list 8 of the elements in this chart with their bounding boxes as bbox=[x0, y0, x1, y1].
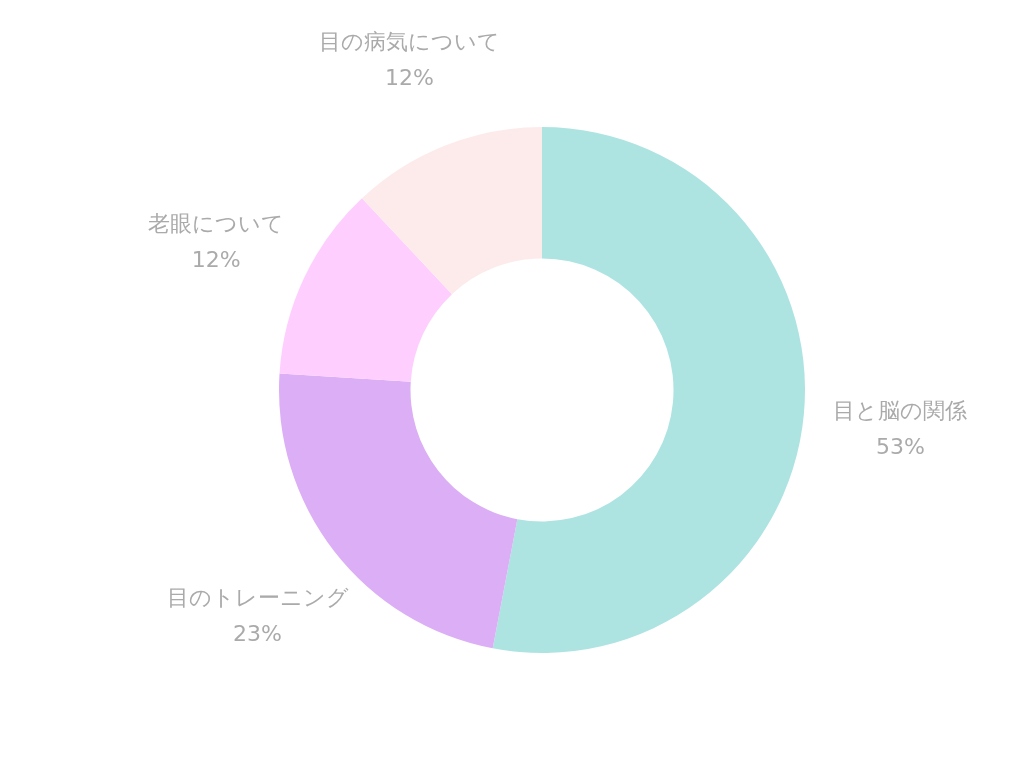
slice-label: 目の病気について bbox=[318, 29, 500, 55]
slice-label: 老眼について bbox=[148, 210, 285, 236]
slice-label: 目と脳の関係 bbox=[833, 397, 968, 423]
slice-label: 目のトレーニング bbox=[166, 584, 349, 610]
data-label: 12% bbox=[191, 246, 241, 272]
data-label: 53% bbox=[875, 433, 925, 459]
data-label: 12% bbox=[385, 65, 434, 91]
data-label: 23% bbox=[233, 620, 282, 646]
